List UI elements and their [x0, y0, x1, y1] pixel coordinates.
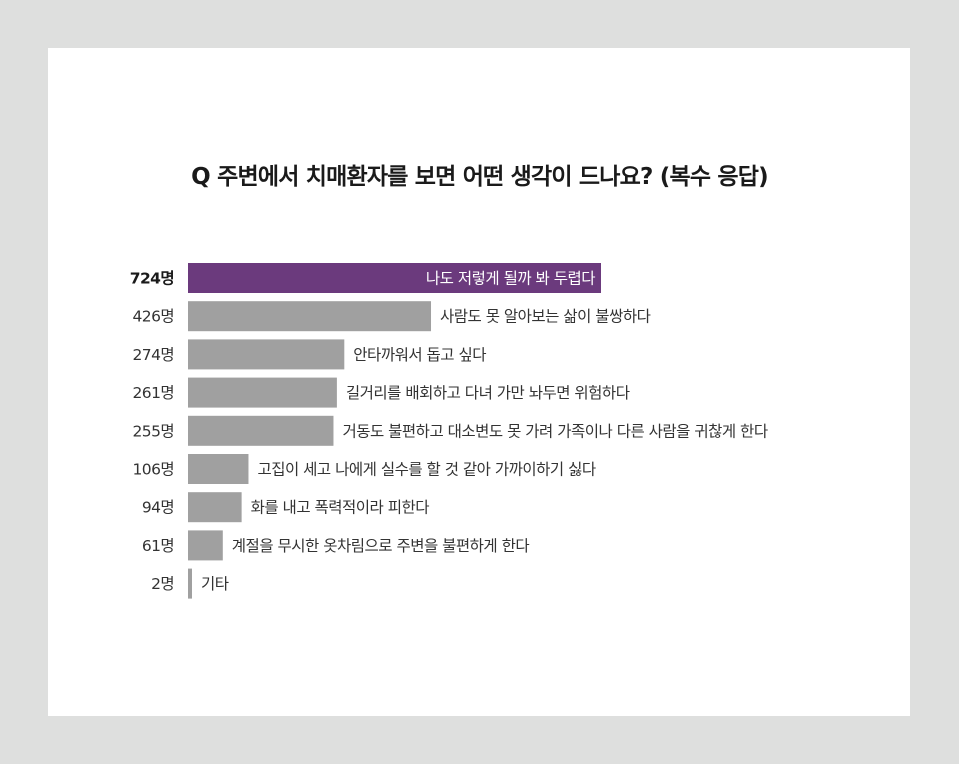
bar-8 [188, 530, 223, 561]
category-label-5: 거동도 불편하고 대소변도 못 가려 가족이나 다른 사람을 귀찮게 한다 [342, 422, 767, 440]
bar-5 [188, 415, 334, 446]
category-label-6: 고집이 세고 나에게 실수를 할 것 같아 가까이하기 싫다 [257, 461, 595, 479]
bar-6 [188, 454, 249, 484]
bar-3 [188, 339, 345, 370]
category-label-1: 나도 저렇게 될까 봐 두렵다 [426, 270, 595, 288]
category-label-7: 화를 내고 폭력적이라 피한다 [251, 499, 430, 517]
value-label-3: 274명 [133, 346, 174, 364]
value-label-9: 2명 [151, 575, 174, 593]
bar-7 [188, 492, 242, 523]
value-label-1: 724명 [130, 270, 174, 288]
category-label-2: 사람도 못 알아보는 삶이 불쌍하다 [440, 308, 651, 326]
bar-4 [188, 377, 337, 408]
bar-2 [188, 301, 432, 332]
value-label-6: 106명 [133, 461, 174, 479]
value-label-8: 61명 [142, 537, 174, 555]
category-label-3: 안타까워서 돕고 싶다 [353, 346, 486, 364]
value-label-2: 426명 [133, 308, 174, 326]
category-label-9: 기타 [201, 575, 229, 593]
bar-1 [188, 263, 601, 293]
category-label-4: 길거리를 배회하고 다녀 가만 놔두면 위험하다 [346, 384, 630, 402]
value-label-5: 255명 [133, 422, 174, 440]
value-label-4: 261명 [133, 384, 174, 402]
value-label-7: 94명 [142, 499, 174, 517]
category-label-8: 계절을 무시한 옷차림으로 주변을 불편하게 한다 [232, 537, 530, 555]
bar-9 [188, 568, 192, 599]
chart-title: Q 주변에서 치매환자를 보면 어떤 생각이 드나요? (복수 응답) [191, 164, 768, 190]
